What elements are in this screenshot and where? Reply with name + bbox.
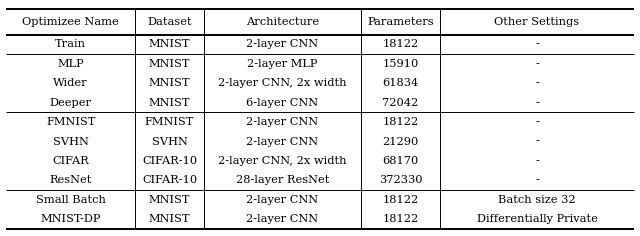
- Text: 2-layer CNN: 2-layer CNN: [246, 117, 319, 127]
- Text: Train: Train: [55, 39, 86, 49]
- Text: 2-layer CNN, 2x width: 2-layer CNN, 2x width: [218, 156, 347, 166]
- Text: -: -: [535, 39, 539, 49]
- Text: MNIST: MNIST: [148, 195, 190, 205]
- Text: 2-layer MLP: 2-layer MLP: [247, 59, 317, 69]
- Text: 6-layer CNN: 6-layer CNN: [246, 98, 319, 108]
- Text: MNIST: MNIST: [148, 214, 190, 224]
- Text: 18122: 18122: [383, 195, 419, 205]
- Text: 2-layer CNN: 2-layer CNN: [246, 39, 319, 49]
- Text: ResNet: ResNet: [49, 175, 92, 185]
- Text: 68170: 68170: [383, 156, 419, 166]
- Text: -: -: [535, 59, 539, 69]
- Text: 2-layer CNN: 2-layer CNN: [246, 195, 319, 205]
- Text: 72042: 72042: [383, 98, 419, 108]
- Text: Wider: Wider: [53, 78, 88, 88]
- Text: 18122: 18122: [383, 39, 419, 49]
- Text: MNIST-DP: MNIST-DP: [40, 214, 101, 224]
- Text: 2-layer CNN: 2-layer CNN: [246, 214, 319, 224]
- Text: Optimizee Name: Optimizee Name: [22, 17, 119, 27]
- Text: 2-layer CNN, 2x width: 2-layer CNN, 2x width: [218, 78, 347, 88]
- Text: FMNIST: FMNIST: [46, 117, 95, 127]
- Text: -: -: [535, 136, 539, 147]
- Text: Differentially Private: Differentially Private: [477, 214, 598, 224]
- Text: 18122: 18122: [383, 214, 419, 224]
- Text: -: -: [535, 117, 539, 127]
- Text: Parameters: Parameters: [367, 17, 434, 27]
- Text: SVHN: SVHN: [152, 136, 188, 147]
- Text: 372330: 372330: [379, 175, 422, 185]
- Text: Architecture: Architecture: [246, 17, 319, 27]
- Text: 15910: 15910: [383, 59, 419, 69]
- Text: 2-layer CNN: 2-layer CNN: [246, 136, 319, 147]
- Text: FMNIST: FMNIST: [145, 117, 194, 127]
- Text: Small Batch: Small Batch: [36, 195, 106, 205]
- Text: 28-layer ResNet: 28-layer ResNet: [236, 175, 329, 185]
- Text: -: -: [535, 175, 539, 185]
- Text: MNIST: MNIST: [148, 98, 190, 108]
- Text: Deeper: Deeper: [50, 98, 92, 108]
- Text: MNIST: MNIST: [148, 39, 190, 49]
- Text: -: -: [535, 98, 539, 108]
- Text: CIFAR: CIFAR: [52, 156, 89, 166]
- Text: -: -: [535, 78, 539, 88]
- Text: Other Settings: Other Settings: [495, 17, 580, 27]
- Text: 21290: 21290: [383, 136, 419, 147]
- Text: CIFAR-10: CIFAR-10: [142, 156, 197, 166]
- Text: MNIST: MNIST: [148, 78, 190, 88]
- Text: SVHN: SVHN: [52, 136, 88, 147]
- Text: Batch size 32: Batch size 32: [498, 195, 576, 205]
- Text: -: -: [535, 156, 539, 166]
- Text: 18122: 18122: [383, 117, 419, 127]
- Text: MLP: MLP: [58, 59, 84, 69]
- Text: MNIST: MNIST: [148, 59, 190, 69]
- Text: Dataset: Dataset: [147, 17, 192, 27]
- Text: 61834: 61834: [383, 78, 419, 88]
- Text: CIFAR-10: CIFAR-10: [142, 175, 197, 185]
